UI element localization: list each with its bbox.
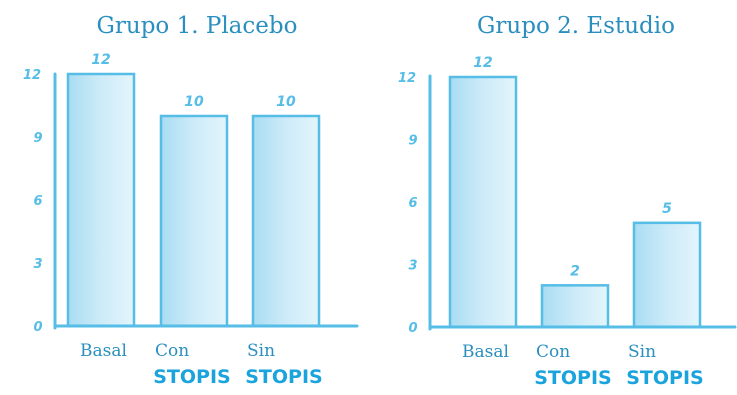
chart-1-y-tick-label: 9 — [33, 131, 42, 146]
chart-2-y-ticks: 0 3 6 9 12 — [398, 71, 418, 336]
chart-2-title: Grupo 2. Estudio — [477, 13, 675, 39]
chart-1-y-tick-label: 3 — [33, 257, 42, 272]
chart-2-bars: 12 2 5 — [448, 55, 702, 329]
chart-1-category-label: Con — [155, 341, 189, 361]
chart-2-y-tick-label: 12 — [398, 71, 416, 86]
chart-1-category-label: Sin — [247, 341, 275, 361]
chart-2-category-label: Con — [536, 342, 570, 362]
chart-1-bar-basal — [66, 72, 136, 328]
chart-1-y-ticks: 0 3 6 9 12 — [23, 68, 43, 335]
chart-1-y-tick-label: 6 — [33, 194, 42, 209]
chart-2-data-label: 2 — [570, 263, 580, 279]
chart-2-y-tick-label: 9 — [408, 134, 417, 149]
chart-2-bar-con — [540, 284, 610, 329]
chart-1-data-label: 10 — [276, 94, 296, 110]
chart-2-y-tick-label: 6 — [408, 196, 417, 211]
chart-2-category-label: Sin — [628, 342, 656, 362]
chart-1-y-tick-label: 0 — [33, 320, 42, 335]
chart-1: Grupo 1. Placebo 12 10 10 0 3 6 9 12 Basal Con S… — [23, 13, 359, 388]
chart-1-bars: 12 10 10 — [66, 52, 321, 328]
chart-2-bar-basal — [448, 75, 518, 329]
chart-1-bar-sin — [251, 114, 321, 328]
chart-2-data-label: 12 — [473, 55, 492, 71]
chart-1-title: Grupo 1. Placebo — [97, 13, 298, 39]
stopis-logo: STOPIS — [626, 367, 703, 389]
chart-1-categories: Basal Con STOPIS Sin STOPIS — [80, 341, 323, 388]
stopis-logo: STOPIS — [245, 366, 322, 388]
chart-2-y-tick-label: 0 — [408, 321, 417, 336]
stopis-logo: STOPIS — [534, 367, 611, 389]
chart-1-category-label: Basal — [80, 341, 127, 361]
chart-2: Grupo 2. Estudio 12 2 5 0 3 6 9 12 Basal Con STO… — [398, 13, 737, 389]
chart-2-data-label: 5 — [662, 201, 672, 217]
chart-2-bar-sin — [632, 221, 702, 329]
chart-2-categories: Basal Con STOPIS Sin STOPIS — [462, 342, 704, 389]
chart-1-data-label: 12 — [91, 52, 110, 68]
chart-2-category-label: Basal — [462, 342, 509, 362]
stopis-logo: STOPIS — [153, 366, 230, 388]
chart-1-bar-con — [159, 114, 229, 328]
chart-2-y-tick-label: 3 — [408, 259, 417, 274]
chart-1-y-tick-label: 12 — [23, 68, 41, 83]
chart-1-data-label: 10 — [184, 94, 204, 110]
